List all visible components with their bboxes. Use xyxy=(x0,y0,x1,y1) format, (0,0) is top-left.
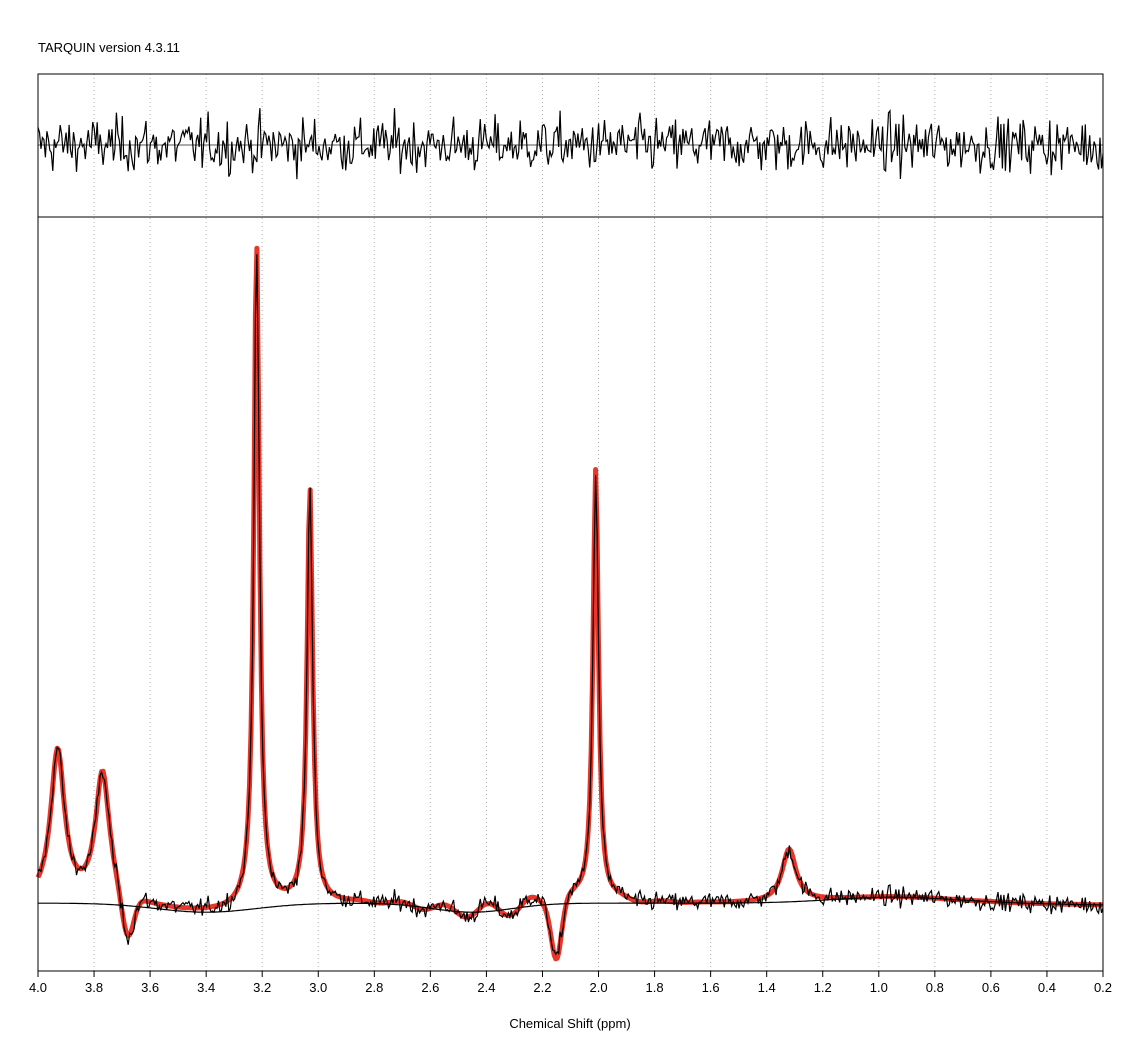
x-tick-label: 4.0 xyxy=(29,980,47,995)
x-tick-label: 1.2 xyxy=(814,980,832,995)
x-tick-label: 0.2 xyxy=(1094,980,1112,995)
x-tick-label: 3.4 xyxy=(197,980,215,995)
x-tick-label: 1.4 xyxy=(758,980,776,995)
plot-title: TARQUIN version 4.3.11 xyxy=(38,40,180,55)
x-tick-label: 2.2 xyxy=(533,980,551,995)
data-series xyxy=(37,254,1104,956)
x-tick-label: 2.0 xyxy=(589,980,607,995)
x-tick-label: 1.6 xyxy=(702,980,720,995)
x-tick-label: 3.6 xyxy=(141,980,159,995)
x-axis-label: Chemical Shift (ppm) xyxy=(509,1016,630,1031)
x-tick-label: 0.4 xyxy=(1038,980,1056,995)
x-tick-label: 0.8 xyxy=(926,980,944,995)
spectrum-frame xyxy=(37,216,1104,972)
x-tick-label: 3.8 xyxy=(85,980,103,995)
residual-series xyxy=(37,108,1104,180)
x-tick-label: 3.2 xyxy=(253,980,271,995)
residual-panel xyxy=(37,108,1104,180)
x-tick-label: 1.8 xyxy=(646,980,664,995)
x-tick-label: 2.6 xyxy=(421,980,439,995)
x-axis: 4.0 3.8 3.6 3.4 3.2 3.0 2.8 2.6 2.4 2.2 2.0 1.8 1.6 1… xyxy=(29,971,1112,995)
x-tick-label: 2.8 xyxy=(365,980,383,995)
x-tick-label: 2.4 xyxy=(477,980,495,995)
grid-lines xyxy=(37,74,1104,971)
x-tick-label: 3.0 xyxy=(309,980,327,995)
baseline-series xyxy=(38,896,1103,913)
fit-series xyxy=(35,245,1104,962)
x-tick-label: 1.0 xyxy=(870,980,888,995)
x-tick-label: 0.6 xyxy=(982,980,1000,995)
spectrum-panel xyxy=(35,245,1104,962)
